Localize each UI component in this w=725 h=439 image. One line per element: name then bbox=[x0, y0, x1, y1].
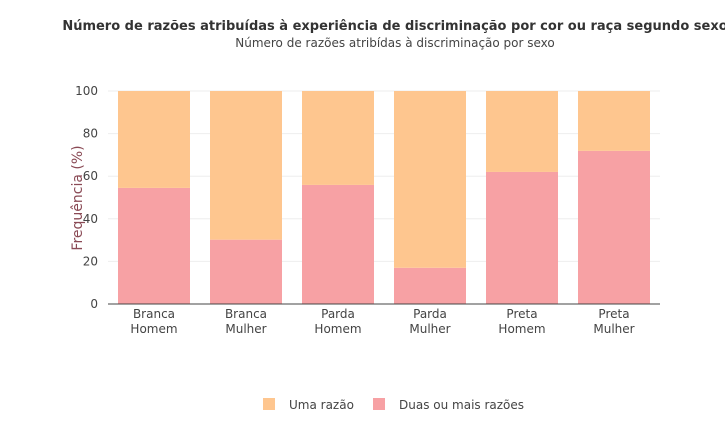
y-tick-label: 20 bbox=[83, 254, 98, 268]
y-tick-label: 60 bbox=[83, 169, 98, 183]
x-tick-label: Mulher bbox=[593, 322, 634, 336]
y-axis-label: Frequência (%) bbox=[70, 145, 86, 250]
bar-uma-razão[interactable] bbox=[486, 91, 558, 172]
x-tick-label: Preta bbox=[598, 307, 629, 321]
x-tick-label: Mulher bbox=[225, 322, 266, 336]
bar-uma-razão[interactable] bbox=[210, 91, 282, 240]
x-tick-label: Parda bbox=[321, 307, 355, 321]
y-tick-label: 40 bbox=[83, 212, 98, 226]
bar-uma-razão[interactable] bbox=[394, 91, 466, 268]
x-tick-label: Homem bbox=[498, 322, 545, 336]
bar-duas-ou-mais-razões[interactable] bbox=[394, 267, 466, 304]
bar-duas-ou-mais-razões[interactable] bbox=[486, 171, 558, 304]
bar-uma-razão[interactable] bbox=[118, 91, 190, 188]
x-tick-label: Branca bbox=[225, 307, 267, 321]
legend-swatch[interactable] bbox=[373, 398, 385, 410]
bar-duas-ou-mais-razões[interactable] bbox=[578, 150, 650, 304]
legend-label[interactable]: Uma razão bbox=[289, 398, 354, 412]
x-tick-label: Mulher bbox=[409, 322, 450, 336]
y-tick-label: 80 bbox=[83, 127, 98, 141]
y-tick-label: 100 bbox=[75, 84, 98, 98]
bar-duas-ou-mais-razões[interactable] bbox=[302, 184, 374, 304]
x-tick-label: Homem bbox=[130, 322, 177, 336]
bar-duas-ou-mais-razões[interactable] bbox=[210, 239, 282, 304]
bar-uma-razão[interactable] bbox=[578, 91, 650, 151]
x-tick-label: Parda bbox=[413, 307, 447, 321]
x-tick-label: Preta bbox=[506, 307, 537, 321]
legend-swatch[interactable] bbox=[263, 398, 275, 410]
chart-title: Número de razões atribuídas à experiênci… bbox=[62, 19, 725, 34]
x-tick-label: Homem bbox=[314, 322, 361, 336]
chart-subtitle: Número de razões atribídas à discriminaç… bbox=[235, 36, 555, 50]
bar-duas-ou-mais-razões[interactable] bbox=[118, 187, 190, 304]
bar-uma-razão[interactable] bbox=[302, 91, 374, 185]
legend-label[interactable]: Duas ou mais razões bbox=[399, 398, 524, 412]
y-tick-label: 0 bbox=[90, 297, 98, 311]
x-tick-label: Branca bbox=[133, 307, 175, 321]
